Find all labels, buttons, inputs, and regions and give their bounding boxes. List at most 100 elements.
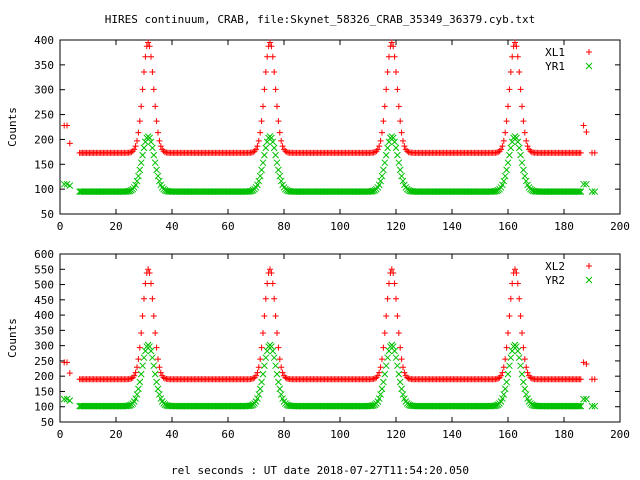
data-point: [136, 344, 143, 351]
data-point: [145, 39, 152, 46]
data-point: [576, 188, 583, 195]
x-tick-label: 160: [498, 220, 518, 233]
data-point: [398, 172, 405, 180]
data-point: [131, 146, 138, 153]
legend-marker: [585, 62, 593, 70]
data-point: [395, 370, 403, 378]
data-point: [514, 280, 521, 287]
data-point: [276, 129, 283, 136]
data-point: [495, 375, 502, 382]
y-axis-label: Counts: [6, 318, 19, 358]
data-point: [517, 151, 524, 159]
y-tick-label: 200: [34, 133, 54, 146]
data-point: [157, 143, 164, 150]
data-point: [132, 143, 139, 150]
data-point: [270, 144, 278, 152]
x-tick-label: 140: [442, 428, 462, 441]
data-point: [137, 370, 145, 378]
data-point: [395, 329, 402, 336]
data-point: [399, 391, 407, 398]
data-point: [396, 166, 404, 174]
data-point: [515, 354, 523, 362]
data-point: [279, 369, 286, 376]
data-point: [580, 180, 587, 188]
data-point: [377, 137, 384, 144]
data-point: [576, 402, 583, 410]
data-point: [261, 151, 268, 159]
data-point: [150, 151, 158, 159]
x-tick-label: 60: [221, 428, 234, 441]
data-point: [521, 129, 528, 136]
data-point: [388, 266, 395, 273]
data-point: [262, 69, 269, 76]
data-point: [391, 138, 398, 146]
data-point: [577, 376, 584, 383]
x-tick-label: 60: [221, 220, 234, 233]
data-point: [516, 295, 523, 302]
data-point: [146, 134, 153, 142]
data-point: [64, 359, 70, 366]
data-point: [372, 375, 378, 382]
data-point: [139, 362, 146, 370]
data-point: [377, 391, 384, 398]
y-tick-label: 300: [34, 84, 54, 97]
data-point: [262, 354, 270, 362]
data-point: [152, 329, 159, 336]
data-point: [382, 151, 390, 159]
data-point: [60, 180, 68, 188]
data-point: [275, 344, 282, 351]
data-point: [519, 103, 525, 110]
data-point: [273, 370, 281, 378]
data-point: [138, 329, 145, 336]
y-tick-label: 500: [34, 279, 54, 292]
data-point: [145, 266, 152, 273]
data-point: [374, 372, 381, 379]
data-point: [390, 270, 397, 277]
data-point: [264, 280, 271, 287]
data-point: [372, 149, 378, 156]
data-point: [514, 138, 522, 146]
data-point: [381, 370, 389, 378]
legend-marker: [585, 276, 593, 284]
data-point: [503, 118, 510, 125]
data-point: [276, 356, 283, 363]
data-point: [261, 86, 268, 93]
data-point: [155, 356, 161, 363]
data-point: [258, 378, 265, 386]
data-point: [268, 43, 275, 50]
data-point: [276, 385, 284, 393]
series-YR2: [60, 341, 599, 410]
data-point: [160, 148, 167, 155]
x-tick-label: 20: [109, 220, 122, 233]
data-point: [151, 159, 159, 167]
data-point: [268, 134, 275, 142]
data-point: [66, 182, 74, 190]
y-tick-label: 250: [34, 109, 54, 122]
data-point: [255, 391, 263, 398]
data-point: [500, 177, 508, 185]
data-point: [574, 402, 582, 410]
x-tick-label: 20: [109, 428, 122, 441]
data-point: [376, 143, 383, 150]
data-point: [395, 103, 402, 110]
data-point: [501, 385, 509, 393]
data-point: [146, 270, 153, 277]
data-point: [500, 364, 507, 371]
data-point: [271, 69, 278, 76]
data-point: [258, 166, 265, 174]
data-point: [282, 374, 289, 381]
legend-label: YR1: [545, 60, 565, 73]
data-point: [377, 364, 384, 371]
y-tick-label: 350: [34, 324, 54, 337]
data-point: [136, 378, 144, 386]
data-point: [152, 103, 159, 110]
data-point: [390, 43, 397, 50]
data-point: [269, 53, 276, 60]
x-tick-label: 0: [57, 220, 64, 233]
data-point: [275, 118, 282, 125]
y-tick-label: 550: [34, 263, 54, 276]
data-point: [527, 148, 534, 155]
data-point: [278, 364, 285, 371]
data-point: [516, 69, 523, 76]
data-point: [155, 129, 161, 136]
